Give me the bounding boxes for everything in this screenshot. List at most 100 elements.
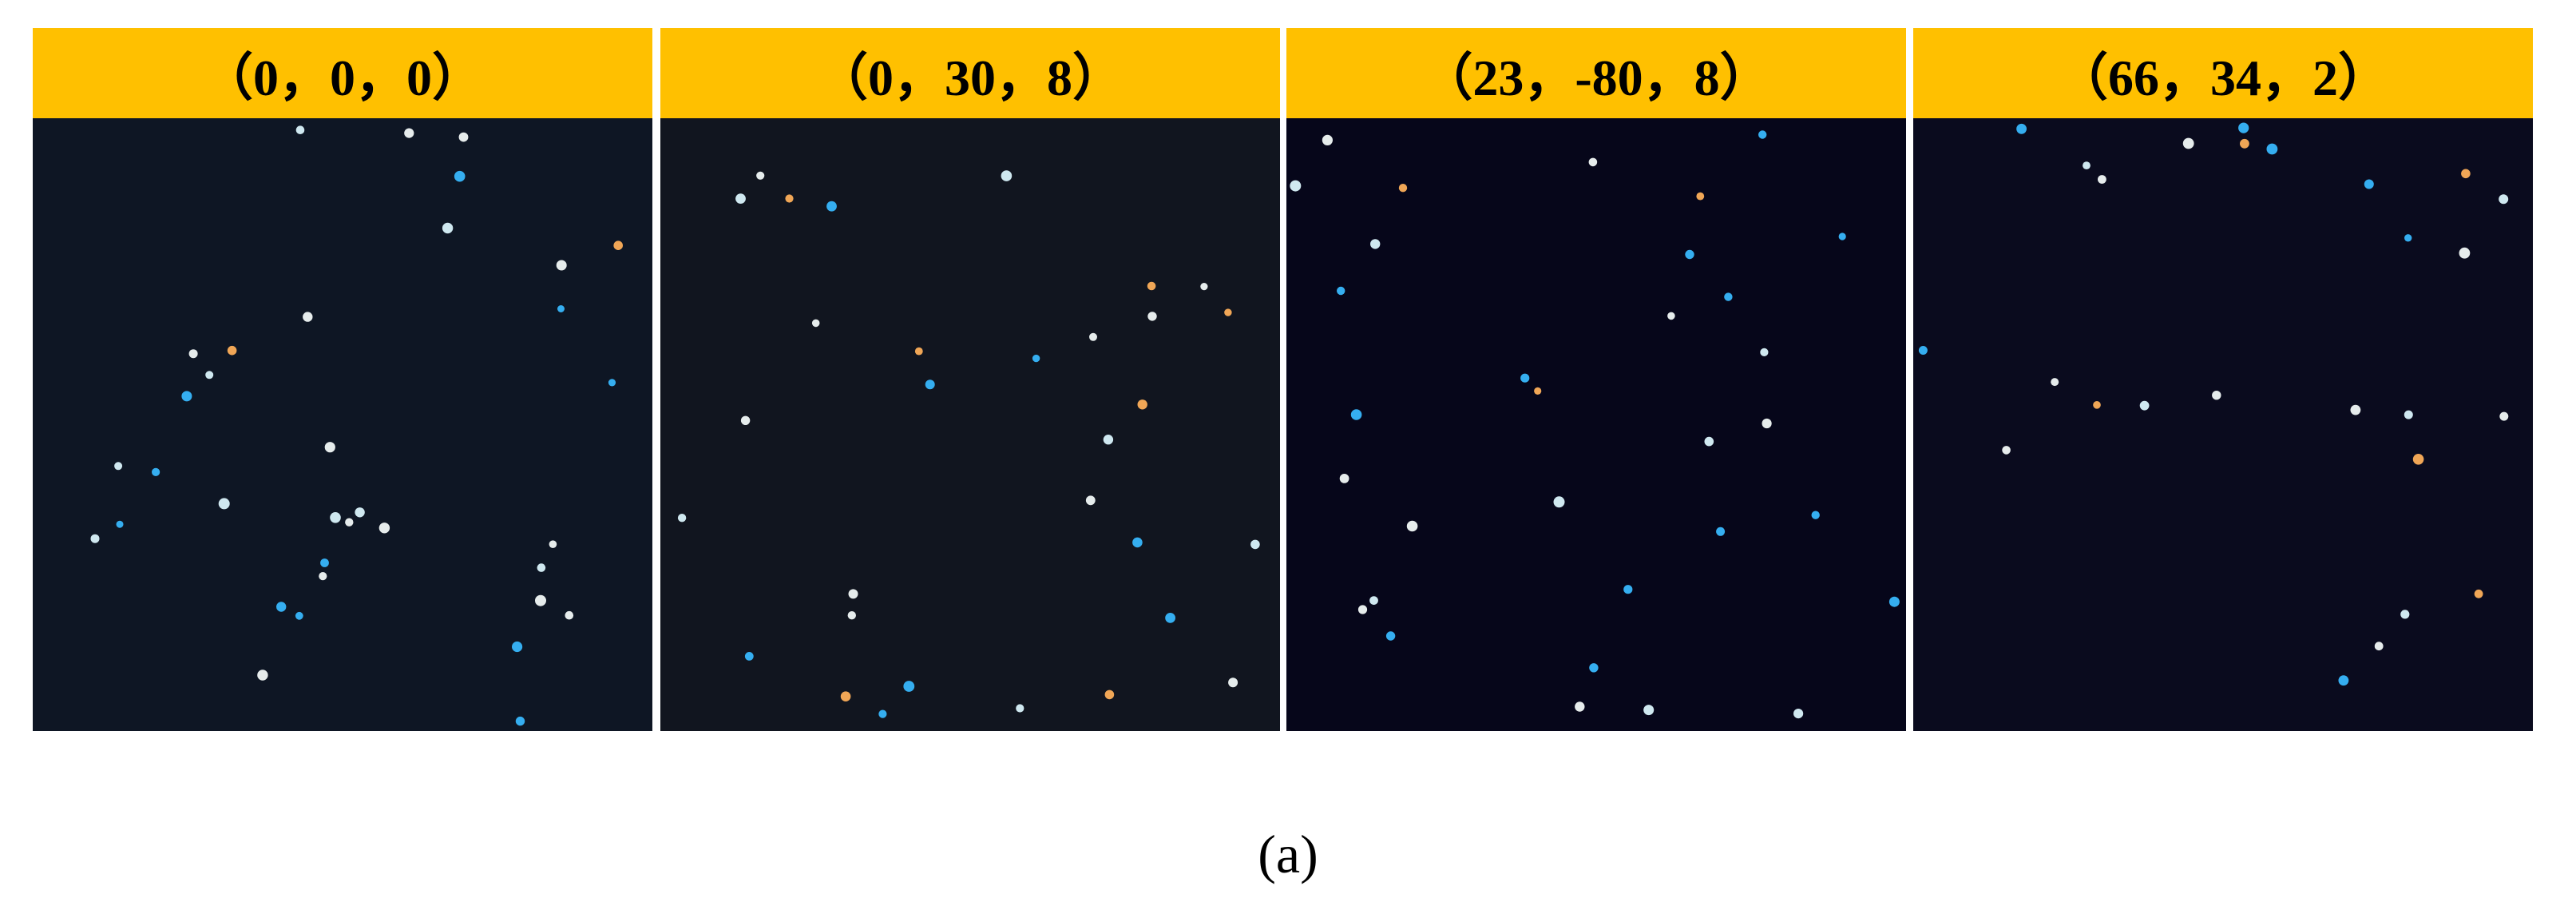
panel-label: （0，0，0）	[33, 28, 652, 118]
panel: （23，-80，8）	[1286, 28, 1906, 731]
star	[2400, 610, 2410, 619]
star	[181, 391, 192, 402]
star	[878, 709, 887, 718]
star	[442, 222, 454, 234]
star	[345, 518, 354, 527]
star	[1534, 387, 1542, 395]
panel-label: （0，30，8）	[660, 28, 1280, 118]
star	[330, 512, 341, 523]
star	[1918, 346, 1928, 355]
star	[1322, 134, 1333, 145]
star	[512, 641, 523, 653]
star	[1406, 520, 1418, 532]
star	[848, 589, 858, 599]
star	[1760, 348, 1769, 356]
star	[613, 240, 623, 250]
star	[303, 312, 313, 322]
star	[1575, 701, 1585, 712]
star	[404, 128, 414, 138]
star	[1165, 613, 1175, 623]
star	[1888, 596, 1900, 607]
star	[1103, 435, 1114, 445]
star	[1369, 596, 1378, 605]
star	[227, 345, 237, 356]
star	[2098, 175, 2106, 184]
star	[2461, 169, 2471, 179]
star	[677, 514, 687, 523]
star	[2474, 589, 2483, 598]
star	[1838, 232, 1846, 240]
star	[1385, 631, 1396, 641]
star	[188, 349, 198, 359]
star	[2499, 194, 2509, 205]
panel: （0，0，0）	[33, 28, 652, 731]
star-image	[33, 118, 652, 731]
caption: (a)	[1258, 824, 1318, 884]
star	[1811, 511, 1820, 519]
star	[295, 125, 305, 134]
star	[1200, 283, 1208, 291]
star	[1370, 239, 1381, 249]
star	[565, 610, 574, 620]
star	[740, 415, 751, 425]
star	[1250, 539, 1260, 550]
star	[378, 523, 390, 534]
star	[90, 534, 100, 543]
star	[1337, 286, 1345, 296]
background	[1286, 118, 1906, 731]
star	[1704, 436, 1714, 447]
star	[295, 611, 303, 620]
background	[33, 118, 652, 731]
star	[735, 193, 746, 204]
star	[2412, 454, 2424, 465]
star	[218, 498, 230, 510]
star	[925, 379, 935, 390]
star	[1085, 495, 1096, 506]
panel: （66，34，2）	[1913, 28, 2533, 731]
star	[1339, 474, 1349, 483]
star	[1793, 709, 1804, 719]
star	[1696, 192, 1705, 201]
star	[608, 379, 616, 387]
star	[515, 716, 525, 726]
star	[458, 132, 469, 142]
star	[205, 371, 214, 379]
star	[2459, 247, 2471, 259]
star	[1132, 537, 1143, 548]
star	[2016, 123, 2027, 134]
star	[914, 347, 923, 356]
star	[2182, 137, 2194, 149]
star	[324, 442, 335, 453]
star	[1589, 663, 1599, 673]
background	[1913, 118, 2533, 731]
star-image	[1286, 118, 1906, 731]
star	[556, 260, 567, 271]
panel-label: （66，34，2）	[1913, 28, 2533, 118]
star	[1685, 249, 1694, 260]
star	[2139, 400, 2150, 411]
star	[1716, 527, 1726, 536]
star	[1147, 281, 1156, 291]
star	[1643, 705, 1655, 716]
star	[847, 611, 856, 620]
star	[1398, 184, 1408, 193]
star	[116, 520, 124, 528]
star	[2404, 410, 2413, 419]
star	[1089, 332, 1097, 341]
star	[2093, 401, 2101, 409]
star	[2238, 122, 2249, 133]
star	[1758, 130, 1767, 139]
star	[756, 171, 765, 180]
star	[1290, 180, 1302, 192]
star	[826, 201, 837, 212]
star	[903, 681, 915, 692]
star	[454, 170, 466, 182]
star	[785, 194, 794, 203]
star	[152, 467, 161, 476]
star	[1357, 605, 1368, 614]
star	[1032, 354, 1040, 363]
star	[535, 594, 546, 606]
star	[1147, 312, 1157, 321]
star	[557, 305, 565, 312]
